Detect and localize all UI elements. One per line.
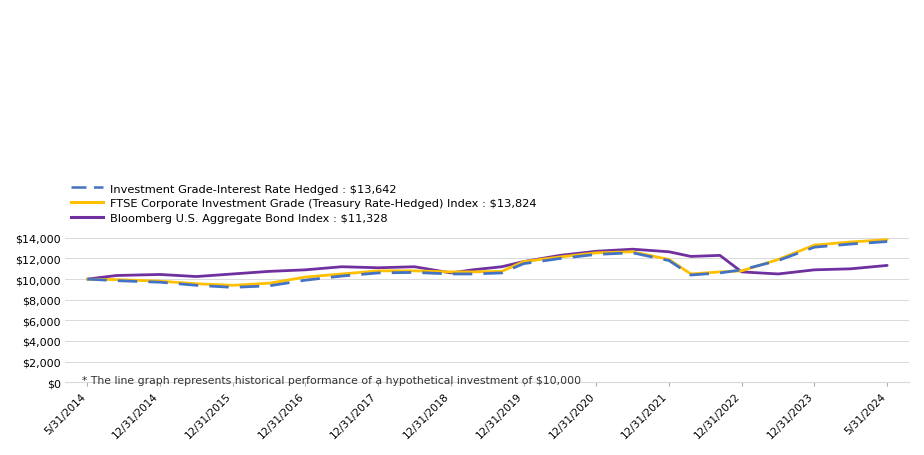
Text: * The line graph represents historical performance of a hypothetical investment : * The line graph represents historical p… <box>82 375 581 385</box>
Legend: Investment Grade-Interest Rate Hedged : $13,642, FTSE Corporate Investment Grade: Investment Grade-Interest Rate Hedged : … <box>71 183 537 223</box>
